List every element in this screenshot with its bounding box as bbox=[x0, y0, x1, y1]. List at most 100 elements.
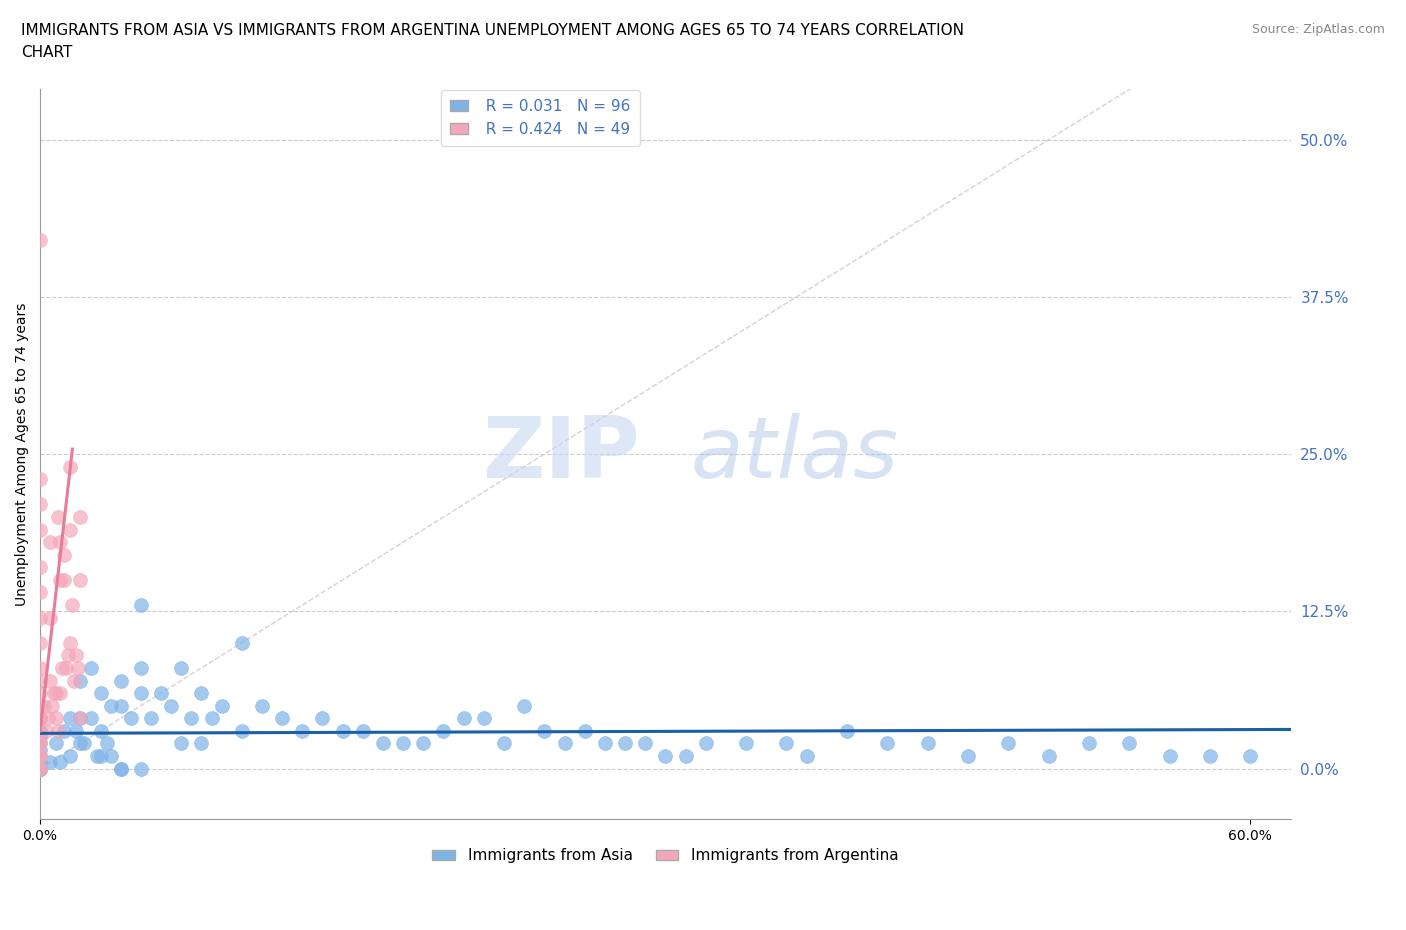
Point bbox=[211, 698, 233, 713]
Point bbox=[190, 685, 212, 700]
Point bbox=[35, 724, 58, 738]
Point bbox=[492, 736, 515, 751]
Point bbox=[30, 761, 52, 776]
Point bbox=[1159, 749, 1181, 764]
Point bbox=[956, 749, 979, 764]
Point bbox=[190, 736, 212, 751]
Point bbox=[30, 761, 52, 776]
Point bbox=[129, 598, 152, 613]
Point bbox=[30, 711, 52, 725]
Point bbox=[835, 724, 858, 738]
Point bbox=[170, 660, 193, 675]
Point bbox=[1118, 736, 1140, 751]
Point bbox=[53, 573, 76, 588]
Point bbox=[1239, 749, 1261, 764]
Point bbox=[250, 698, 273, 713]
Point bbox=[49, 573, 72, 588]
Point bbox=[59, 749, 82, 764]
Point bbox=[412, 736, 434, 751]
Point bbox=[30, 755, 52, 770]
Point bbox=[30, 685, 52, 700]
Point bbox=[30, 560, 52, 575]
Text: ZIP: ZIP bbox=[482, 413, 640, 496]
Point bbox=[30, 673, 52, 688]
Point bbox=[200, 711, 222, 725]
Point bbox=[180, 711, 202, 725]
Point bbox=[39, 673, 62, 688]
Point bbox=[30, 711, 52, 725]
Point bbox=[55, 660, 77, 675]
Point bbox=[59, 711, 82, 725]
Point bbox=[49, 755, 72, 770]
Point bbox=[231, 635, 253, 650]
Point bbox=[63, 673, 86, 688]
Point bbox=[45, 711, 67, 725]
Point bbox=[65, 648, 87, 663]
Point bbox=[654, 749, 676, 764]
Point bbox=[30, 724, 52, 738]
Point bbox=[30, 761, 52, 776]
Point bbox=[352, 724, 374, 738]
Point bbox=[53, 547, 76, 562]
Point bbox=[30, 761, 52, 776]
Point bbox=[59, 459, 82, 474]
Point bbox=[58, 648, 80, 663]
Point bbox=[110, 761, 132, 776]
Point bbox=[311, 711, 333, 725]
Point bbox=[49, 685, 72, 700]
Point bbox=[30, 761, 52, 776]
Point bbox=[614, 736, 637, 751]
Point bbox=[30, 232, 52, 247]
Point bbox=[30, 736, 52, 751]
Point bbox=[69, 510, 91, 525]
Point bbox=[37, 711, 59, 725]
Point bbox=[32, 698, 55, 713]
Point bbox=[231, 724, 253, 738]
Point bbox=[120, 711, 142, 725]
Point bbox=[45, 685, 67, 700]
Text: atlas: atlas bbox=[690, 413, 898, 496]
Point bbox=[553, 736, 575, 751]
Point bbox=[129, 660, 152, 675]
Point bbox=[675, 749, 697, 764]
Point bbox=[533, 724, 555, 738]
Point bbox=[60, 598, 83, 613]
Point bbox=[39, 535, 62, 550]
Point bbox=[49, 535, 72, 550]
Point bbox=[30, 736, 52, 751]
Point bbox=[59, 522, 82, 537]
Point bbox=[271, 711, 294, 725]
Point bbox=[332, 724, 354, 738]
Point bbox=[513, 698, 536, 713]
Point bbox=[90, 724, 112, 738]
Point bbox=[69, 673, 91, 688]
Point bbox=[291, 724, 314, 738]
Point bbox=[139, 711, 162, 725]
Point bbox=[30, 730, 52, 745]
Point bbox=[150, 685, 173, 700]
Point bbox=[30, 711, 52, 725]
Point bbox=[30, 749, 52, 764]
Point bbox=[735, 736, 758, 751]
Point bbox=[129, 685, 152, 700]
Point bbox=[453, 711, 475, 725]
Point bbox=[73, 736, 96, 751]
Point bbox=[53, 724, 76, 738]
Point bbox=[44, 685, 66, 700]
Point bbox=[30, 635, 52, 650]
Point bbox=[775, 736, 797, 751]
Point bbox=[1199, 749, 1222, 764]
Point bbox=[69, 711, 91, 725]
Point bbox=[30, 761, 52, 776]
Point bbox=[30, 742, 52, 757]
Point bbox=[30, 497, 52, 512]
Point bbox=[90, 749, 112, 764]
Point bbox=[100, 698, 122, 713]
Point bbox=[79, 711, 101, 725]
Point bbox=[69, 736, 91, 751]
Point bbox=[39, 610, 62, 625]
Point bbox=[67, 660, 90, 675]
Point bbox=[30, 761, 52, 776]
Legend: Immigrants from Asia, Immigrants from Argentina: Immigrants from Asia, Immigrants from Ar… bbox=[426, 843, 904, 870]
Point bbox=[30, 761, 52, 776]
